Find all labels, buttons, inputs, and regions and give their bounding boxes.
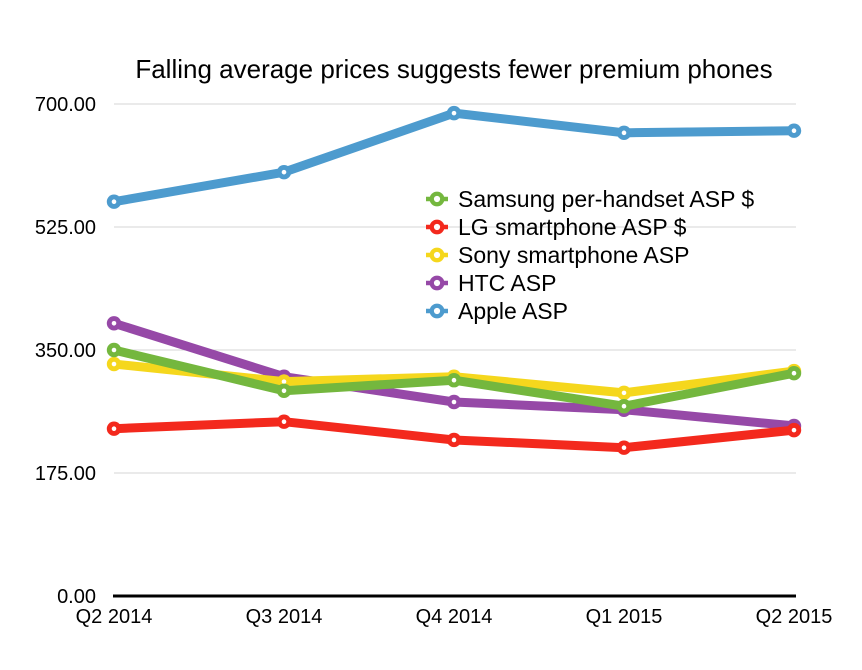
legend-swatch-hole	[433, 223, 441, 231]
x-tick-label-q4-2014: Q4 2014	[416, 606, 493, 628]
data-point-hole	[281, 419, 287, 424]
legend-item-lg-smartphone-asp: LG smartphone ASP $	[426, 214, 687, 240]
data-point-hole	[451, 110, 457, 116]
data-point-hole	[111, 347, 117, 353]
series-apple-asp	[106, 105, 802, 209]
data-point-hole	[791, 128, 797, 134]
data-point-hole	[791, 370, 797, 376]
data-point-hole	[621, 130, 627, 136]
y-tick-label-525: 525.00	[35, 217, 96, 239]
y-tick-label-175: 175.00	[35, 463, 96, 485]
data-point-hole	[281, 169, 287, 175]
x-tick-label-q2-2014: Q2 2014	[76, 606, 153, 628]
legend-label: LG smartphone ASP $	[458, 214, 687, 240]
data-point-hole	[111, 320, 117, 326]
y-axis-tick-labels: 0.00 175.00 350.00 525.00 700.00	[35, 94, 96, 608]
x-tick-label-q2-2015: Q2 2015	[756, 606, 833, 628]
data-point-hole	[451, 399, 457, 405]
data-point-hole	[451, 437, 457, 443]
legend-label: Samsung per-handset ASP $	[458, 186, 754, 212]
x-axis-tick-labels: Q2 2014 Q3 2014 Q4 2014 Q1 2015 Q2 2015	[76, 606, 833, 628]
series-samsung-per-handset-asp	[106, 342, 802, 414]
data-point-hole	[111, 199, 117, 204]
data-point-hole	[281, 379, 287, 384]
data-point-hole	[111, 361, 117, 367]
legend-item-samsung-per-handset-asp: Samsung per-handset ASP $	[426, 186, 754, 212]
legend-item-htc-asp: HTC ASP	[426, 270, 556, 296]
y-tick-label-0: 0.00	[57, 586, 96, 608]
y-tick-label-700: 700.00	[35, 94, 96, 116]
x-tick-label-q1-2015: Q1 2015	[586, 606, 663, 628]
data-point-hole	[791, 427, 797, 433]
data-point-hole	[621, 445, 627, 450]
data-point-hole	[281, 388, 287, 394]
data-point-hole	[621, 403, 627, 409]
legend-item-apple-asp: Apple ASP	[426, 298, 568, 324]
legend-item-sony-smartphone-asp: Sony smartphone ASP	[426, 242, 689, 268]
legend-label: Sony smartphone ASP	[458, 242, 689, 268]
gridlines	[114, 103, 796, 474]
legend-label: Apple ASP	[458, 298, 568, 324]
legend-swatch-hole	[433, 279, 441, 287]
chart-title: Falling average prices suggests fewer pr…	[135, 54, 772, 84]
data-point-hole	[621, 390, 627, 396]
legend-swatch-hole	[433, 307, 441, 315]
legend-label: HTC ASP	[458, 270, 556, 296]
x-tick-label-q3-2014: Q3 2014	[246, 606, 323, 628]
y-tick-label-350: 350.00	[35, 340, 96, 362]
chart-legend: Samsung per-handset ASP $LG smartphone A…	[426, 186, 754, 324]
series-lines	[106, 105, 802, 455]
legend-swatch-hole	[433, 195, 441, 203]
series-lg-smartphone-asp	[106, 414, 802, 455]
data-point-hole	[111, 426, 117, 432]
data-point-hole	[451, 377, 457, 383]
legend-swatch-hole	[433, 251, 441, 259]
